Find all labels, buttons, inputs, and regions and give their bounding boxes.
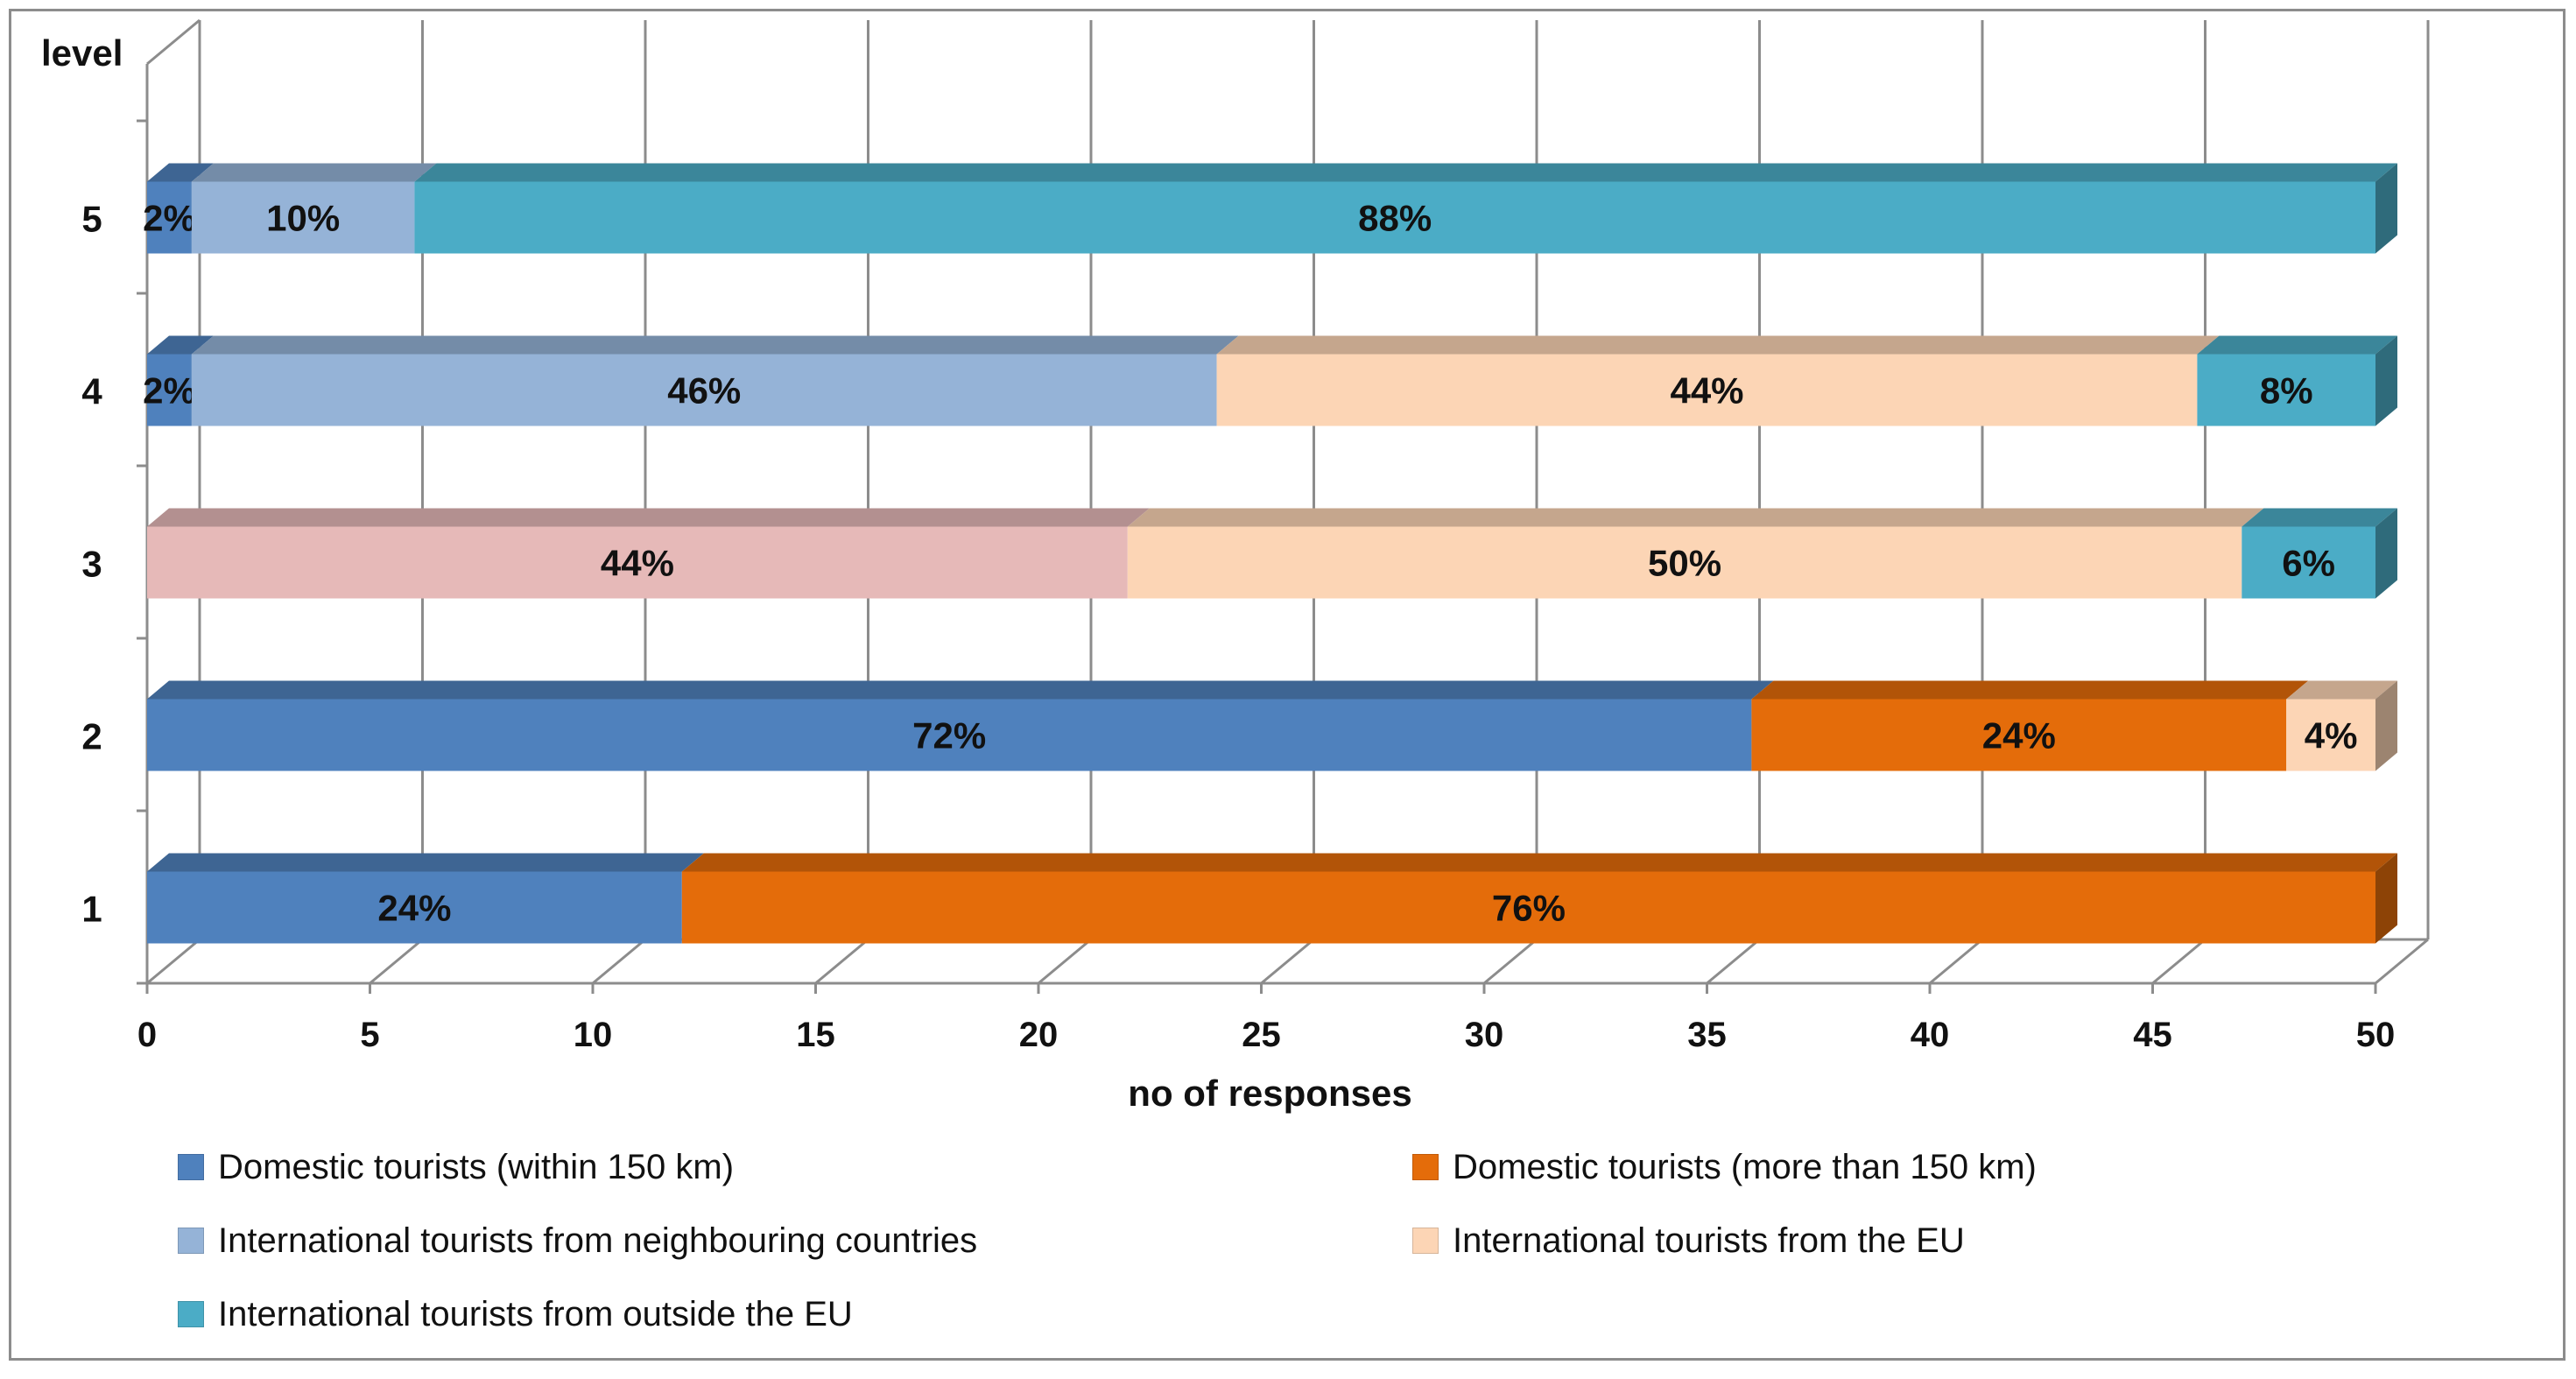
floor-gridline bbox=[1260, 938, 1315, 985]
x-axis-title: no of responses bbox=[1128, 1073, 1411, 1114]
bar-segment bbox=[1751, 699, 2287, 771]
data-label: 2% bbox=[143, 370, 196, 412]
data-label: 10% bbox=[266, 198, 340, 239]
legend-item-domestic-more: Domestic tourists (more than 150 km) bbox=[1412, 1141, 2037, 1193]
bar-segment bbox=[191, 354, 1217, 426]
bar-top-face bbox=[2197, 335, 2397, 355]
bar-segment bbox=[2197, 354, 2375, 426]
bar-segment bbox=[2286, 699, 2375, 771]
bar-segment bbox=[147, 354, 192, 426]
data-label: 44% bbox=[601, 543, 674, 584]
data-label: 8% bbox=[2260, 370, 2313, 412]
legend-swatch bbox=[1412, 1154, 1439, 1180]
floor-gridline bbox=[146, 938, 201, 985]
legend-label: Domestic tourists (within 150 km) bbox=[218, 1147, 735, 1186]
legend-label: International tourists from outside the … bbox=[218, 1294, 853, 1333]
bar-segment bbox=[147, 181, 192, 254]
bar-segment bbox=[1216, 354, 2198, 426]
bar-top-face bbox=[1216, 335, 2220, 355]
floor-gridline bbox=[2151, 938, 2206, 985]
bar-top-face bbox=[147, 680, 1774, 700]
data-label: 46% bbox=[667, 370, 741, 412]
floor-gridline bbox=[369, 938, 424, 985]
bar-top-face bbox=[191, 335, 1239, 355]
x-tick-label: 5 bbox=[360, 1016, 379, 1054]
y-tick-label: 2 bbox=[81, 716, 102, 757]
x-tick-label: 45 bbox=[2133, 1016, 2172, 1054]
floor-gridline bbox=[1038, 938, 1092, 985]
left-wall-top bbox=[146, 18, 201, 66]
x-tick-label: 25 bbox=[1242, 1016, 1281, 1054]
data-label: 24% bbox=[377, 888, 451, 929]
bar-end-face bbox=[2375, 853, 2397, 944]
y-tick-label: 5 bbox=[81, 199, 102, 240]
floor-gridline bbox=[592, 938, 646, 985]
x-tick-label: 30 bbox=[1465, 1016, 1504, 1054]
data-label: 88% bbox=[1358, 198, 1432, 239]
data-label: 4% bbox=[2305, 715, 2358, 756]
bar-segment bbox=[1127, 526, 2242, 599]
floor-gridline bbox=[1483, 938, 1538, 985]
y-tick-label: 4 bbox=[81, 371, 102, 412]
bar-segment bbox=[147, 871, 682, 944]
y-tick-label: 3 bbox=[81, 544, 102, 585]
bar-end-face bbox=[2375, 335, 2397, 426]
bar-top-face bbox=[681, 853, 2397, 872]
legend-item-domestic-within: Domestic tourists (within 150 km) bbox=[178, 1141, 734, 1193]
bar-segment bbox=[147, 699, 1752, 771]
data-label: 6% bbox=[2282, 543, 2335, 584]
bar-top-face bbox=[191, 163, 437, 182]
floor-gridline bbox=[1929, 938, 1983, 985]
bar-segment bbox=[681, 871, 2375, 944]
data-label: 2% bbox=[143, 198, 196, 239]
bar-top-face bbox=[147, 853, 704, 872]
legend-swatch bbox=[178, 1301, 204, 1327]
bar-segment bbox=[191, 181, 415, 254]
legend-label: International tourists from neighbouring… bbox=[218, 1221, 978, 1260]
bar-top-face bbox=[414, 163, 2398, 182]
legend-item-international-neighbouring: International tourists from neighbouring… bbox=[178, 1214, 977, 1267]
legend-swatch bbox=[178, 1228, 204, 1254]
x-tick-label: 20 bbox=[1019, 1016, 1059, 1054]
chart-frame: 0 5 10 15 20 25 30 35 40 45 50 no of responses level… bbox=[9, 9, 2565, 1361]
x-tick-label: 15 bbox=[796, 1016, 835, 1054]
bar-end-face bbox=[2375, 508, 2397, 599]
legend-label: International tourists from the EU bbox=[1453, 1221, 1965, 1260]
floor-gridline bbox=[1706, 938, 1761, 985]
data-label: 72% bbox=[912, 715, 986, 756]
bar-top-face bbox=[147, 163, 214, 182]
bar-top-face bbox=[1751, 680, 2309, 700]
floor-gridline bbox=[814, 938, 869, 985]
data-label: 76% bbox=[1492, 888, 1566, 929]
legend-swatch bbox=[1412, 1228, 1439, 1254]
bar-top-face bbox=[2242, 508, 2397, 527]
floor-gridline bbox=[2375, 938, 2429, 985]
legend-item-international-eu: International tourists from the EU bbox=[1412, 1214, 1965, 1267]
data-label: 50% bbox=[1648, 543, 1721, 584]
y-tick-label: 1 bbox=[81, 889, 102, 930]
bar-segment bbox=[2242, 526, 2375, 599]
bar-end-face bbox=[2375, 163, 2397, 254]
x-tick-label: 0 bbox=[137, 1016, 157, 1054]
y-axis-title: level bbox=[41, 32, 123, 74]
bar-top-face bbox=[147, 335, 214, 355]
chart-legend: Domestic tourists (within 150 km) Domest… bbox=[178, 1141, 2542, 1360]
bar-top-face bbox=[1127, 508, 2264, 527]
bar-segment bbox=[147, 526, 1128, 599]
x-tick-label: 10 bbox=[574, 1016, 613, 1054]
bar-top-face bbox=[147, 508, 1150, 527]
bar-segment bbox=[414, 181, 2376, 254]
x-tick-label: 40 bbox=[1911, 1016, 1950, 1054]
x-tick-label: 50 bbox=[2356, 1016, 2396, 1054]
data-label: 24% bbox=[1982, 715, 2056, 756]
legend-swatch bbox=[178, 1154, 204, 1180]
bar-top-face bbox=[2286, 680, 2397, 700]
x-tick-label: 35 bbox=[1687, 1016, 1727, 1054]
bar-end-face bbox=[2375, 680, 2397, 771]
legend-item-international-outside-eu: International tourists from outside the … bbox=[178, 1288, 853, 1340]
data-label: 44% bbox=[1670, 370, 1743, 412]
legend-label: Domestic tourists (more than 150 km) bbox=[1453, 1147, 2037, 1186]
